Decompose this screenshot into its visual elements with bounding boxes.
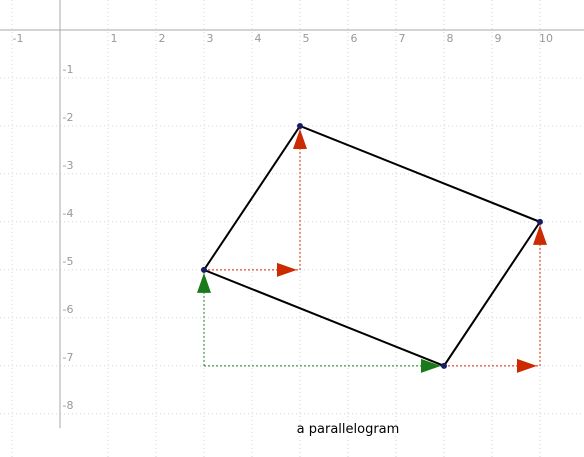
x-tick-label: -1 (13, 32, 24, 45)
y-tick-label: -1 (63, 63, 74, 76)
y-tick-label: -5 (63, 255, 74, 268)
arrow-head (516, 358, 537, 373)
y-tick-label: -3 (63, 159, 74, 172)
y-tick-label: -4 (63, 207, 74, 220)
arrow-head (292, 128, 307, 149)
x-tick-label: 6 (350, 32, 357, 45)
x-tick-label: 4 (254, 32, 261, 45)
caption: a parallelogram (297, 422, 400, 437)
vertex (440, 362, 447, 369)
y-tick-label: -8 (63, 399, 74, 412)
shape (200, 122, 543, 369)
vertex (536, 218, 543, 225)
x-tick-label: 7 (398, 32, 405, 45)
y-tick-label: -2 (63, 111, 74, 124)
x-tick-label: 3 (206, 32, 213, 45)
x-tick-label: 10 (539, 32, 553, 45)
arrow-head (196, 272, 211, 293)
axes: -1 1 2 3 4 5 6 7 8 9 10 -1 -2 -3 -4 -5 -6 -7 -8 (0, 0, 584, 429)
y-tick-label: -6 (63, 303, 74, 316)
x-tick-label: 1 (110, 32, 117, 45)
vectors (196, 125, 547, 373)
arrow-head (532, 224, 547, 245)
arrow-head (276, 262, 297, 277)
x-tick-label: 5 (302, 32, 309, 45)
arrow-head (420, 358, 441, 373)
vertex (296, 122, 303, 129)
x-tick-label: 9 (494, 32, 501, 45)
vertex (200, 266, 207, 273)
x-tick-label: 2 (158, 32, 165, 45)
x-tick-label: 8 (446, 32, 453, 45)
y-tick-label: -7 (63, 351, 74, 364)
